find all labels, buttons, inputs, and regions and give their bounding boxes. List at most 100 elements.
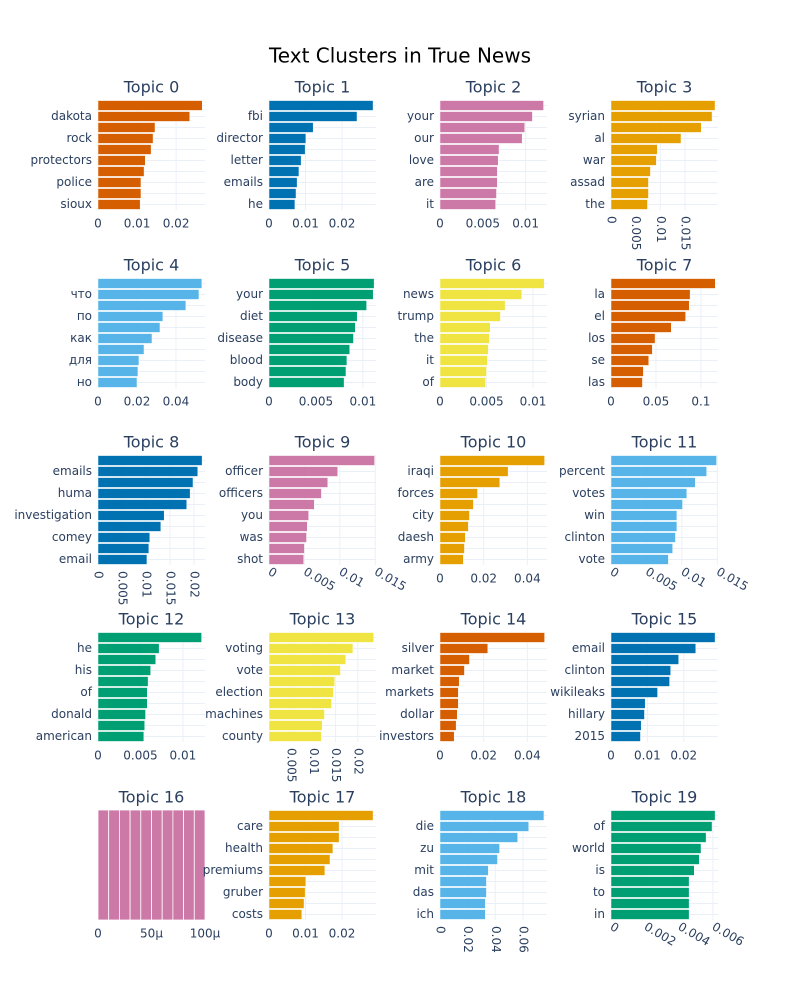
bar — [439, 854, 498, 865]
y-tick-label: vote — [236, 663, 263, 677]
bar — [439, 665, 465, 676]
y-tick-label: forces — [398, 486, 434, 500]
subplot-title: Topic 9 — [294, 433, 351, 452]
x-tick-label: 0 — [607, 395, 615, 409]
y-tick-label: is — [595, 863, 605, 877]
bar — [439, 887, 487, 898]
y-tick-label: trump — [397, 309, 434, 323]
y-tick-label: clinton — [564, 530, 605, 544]
bar — [439, 709, 458, 720]
bar — [439, 355, 488, 366]
y-tick-label: world — [572, 841, 605, 855]
bar — [610, 898, 690, 909]
bar — [268, 144, 306, 155]
bar — [268, 521, 308, 532]
x-tick-label: 0.02 — [351, 748, 365, 775]
y-tick-label: mit — [414, 863, 434, 877]
x-tick-label: 0.01 — [307, 748, 321, 775]
y-tick-label: our — [414, 131, 434, 145]
bar — [439, 676, 460, 687]
x-tick-label: 0 — [608, 565, 622, 581]
bar — [268, 133, 307, 144]
y-tick-label: he — [248, 197, 263, 211]
bar — [268, 532, 307, 543]
bar — [97, 466, 199, 477]
bar — [439, 166, 498, 177]
x-tick-label: 0.02 — [329, 927, 356, 941]
bar — [610, 843, 702, 854]
bar — [268, 377, 345, 388]
bar — [439, 810, 545, 821]
subplot-title: Topic 2 — [465, 78, 522, 97]
bar — [97, 289, 200, 300]
y-tick-label: для — [69, 353, 92, 367]
y-tick-label: 2015 — [574, 729, 605, 743]
x-tick-label: 0.004 — [676, 920, 713, 949]
x-tick-label: 0.005 — [629, 216, 643, 250]
bar — [268, 188, 297, 199]
bar — [97, 188, 142, 199]
x-tick-label: 0.04 — [514, 572, 541, 586]
bar — [97, 676, 149, 687]
bar — [610, 543, 673, 554]
x-tick-label: 0.02 — [461, 926, 475, 953]
bar — [610, 876, 690, 887]
bar — [439, 466, 509, 477]
bar — [97, 100, 203, 111]
bar — [610, 155, 657, 166]
y-tick-label: protectors — [30, 153, 92, 167]
y-tick-label: news — [403, 287, 434, 301]
bar — [439, 720, 457, 731]
y-tick-label: emails — [224, 175, 263, 189]
bar — [439, 731, 455, 742]
x-tick-label: 0.005 — [469, 395, 503, 409]
bar — [439, 876, 487, 887]
bar — [161, 809, 174, 921]
bar — [268, 333, 354, 344]
x-tick-label: 0.01 — [520, 395, 547, 409]
bar — [610, 643, 697, 654]
y-tick-label: was — [240, 530, 263, 544]
bar — [268, 122, 314, 133]
y-tick-label: dakota — [51, 109, 92, 123]
bar — [439, 377, 486, 388]
bar — [439, 865, 489, 876]
bar — [97, 344, 145, 355]
y-tick-label: voting — [225, 641, 263, 655]
y-tick-label: of — [422, 375, 434, 389]
bar — [97, 311, 164, 322]
bar — [610, 698, 646, 709]
y-tick-label: police — [56, 175, 92, 189]
bar — [97, 366, 139, 377]
y-tick-label: are — [415, 175, 434, 189]
y-tick-label: al — [594, 131, 605, 145]
x-tick-label: 100μ — [190, 927, 221, 941]
y-tick-label: he — [77, 641, 92, 655]
y-tick-label: email — [572, 641, 605, 655]
bar — [183, 809, 195, 921]
x-tick-label: 0 — [436, 572, 444, 586]
bar — [268, 731, 322, 742]
bar — [610, 311, 686, 322]
bar — [97, 665, 151, 676]
x-tick-label: 0 — [608, 920, 622, 936]
y-tick-label: blood — [230, 353, 263, 367]
bar — [610, 355, 650, 366]
bar — [268, 909, 303, 920]
y-tick-label: ich — [416, 907, 434, 921]
bar — [97, 477, 194, 488]
bar — [268, 554, 304, 565]
y-tick-label: his — [75, 663, 92, 677]
bar — [610, 499, 683, 510]
bar — [439, 909, 486, 920]
bar — [610, 466, 707, 477]
x-tick-label: 0.04 — [514, 749, 541, 763]
bar — [268, 111, 358, 122]
subplot-title: Topic 3 — [636, 78, 693, 97]
bar — [439, 543, 465, 554]
x-tick-label: 0 — [94, 927, 102, 941]
y-tick-label: daesh — [398, 530, 434, 544]
x-tick-label: 0.1 — [691, 395, 710, 409]
bar — [439, 111, 533, 122]
